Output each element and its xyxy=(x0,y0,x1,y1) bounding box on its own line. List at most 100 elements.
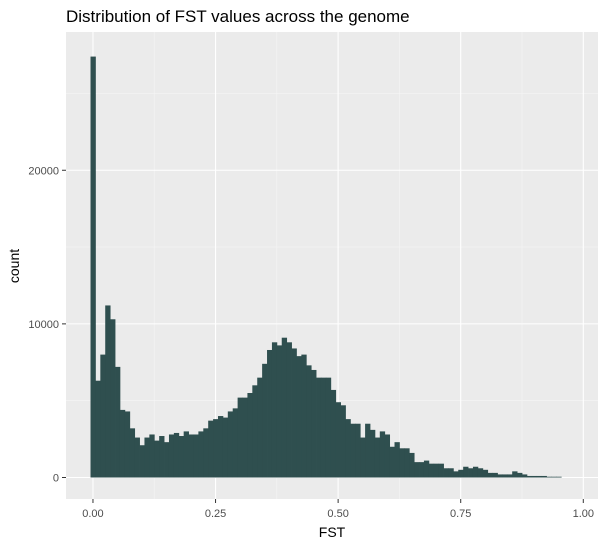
histogram-bar xyxy=(271,342,278,478)
histogram-bar xyxy=(188,434,194,478)
histogram-bar xyxy=(306,365,312,478)
y-tick-label: 10000 xyxy=(28,319,59,331)
histogram-bar xyxy=(95,380,101,478)
histogram-bar xyxy=(100,354,106,478)
histogram-bar xyxy=(428,463,435,478)
histogram-bar xyxy=(355,423,361,478)
histogram-bar xyxy=(423,460,430,478)
histogram-bar xyxy=(438,463,444,478)
histogram-bar xyxy=(433,463,440,478)
histogram-bar xyxy=(404,448,410,478)
histogram-bar xyxy=(301,354,307,478)
histogram-bar xyxy=(443,468,449,478)
histogram-bar xyxy=(257,377,263,478)
y-tick-label: 0 xyxy=(53,472,59,484)
histogram-bar xyxy=(507,474,513,478)
histogram-bar xyxy=(316,377,322,478)
histogram-bar xyxy=(414,462,420,478)
histogram-bar xyxy=(252,385,258,478)
histogram-bar xyxy=(115,366,121,478)
chart-title: Distribution of FST values across the ge… xyxy=(66,7,410,26)
histogram-bar xyxy=(267,349,273,478)
histogram-bar xyxy=(90,56,96,478)
histogram-bar xyxy=(458,469,464,478)
histogram-bar xyxy=(134,437,140,478)
y-axis-label: count xyxy=(6,249,22,283)
histogram-bar xyxy=(232,408,239,478)
x-tick-label: 0.50 xyxy=(327,508,348,520)
histogram-bar xyxy=(502,474,508,478)
histogram-bar xyxy=(389,446,395,478)
histogram-bar xyxy=(556,476,562,478)
histogram-bar xyxy=(399,448,405,478)
histogram-bar xyxy=(311,369,317,478)
histogram-bar xyxy=(154,440,160,478)
histogram-bar xyxy=(384,434,391,478)
histogram-bar xyxy=(419,462,425,478)
histogram-bar xyxy=(448,468,454,478)
histogram-bar xyxy=(222,417,229,478)
histogram-bar xyxy=(325,377,332,478)
histogram-bar xyxy=(213,419,219,478)
histogram-bar xyxy=(139,445,145,478)
histogram-bar xyxy=(468,468,474,478)
x-tick-label: 0.75 xyxy=(450,508,471,520)
histogram-bar xyxy=(218,416,224,478)
histogram-bar xyxy=(276,345,283,478)
histogram-bar xyxy=(487,472,493,478)
histogram-bar xyxy=(345,419,351,478)
y-axis: 0 10000 20000 xyxy=(28,165,66,484)
histogram-bar xyxy=(296,356,302,478)
x-tick-label: 0.25 xyxy=(205,508,226,520)
histogram-bar xyxy=(370,429,376,478)
histogram-bar xyxy=(536,475,543,478)
histogram-bar xyxy=(281,337,288,478)
histogram-bar xyxy=(286,342,292,478)
x-axis: 0.00 0.25 0.50 0.75 1.00 xyxy=(82,499,594,520)
histogram-bar xyxy=(105,305,111,478)
histogram-bar xyxy=(379,431,386,478)
y-tick-label: 20000 xyxy=(28,165,59,177)
histogram-bar xyxy=(482,469,489,478)
histogram-bar xyxy=(463,466,469,478)
histogram-bar xyxy=(350,423,356,478)
histogram-bar xyxy=(173,432,180,478)
histogram-bar xyxy=(291,348,297,478)
histogram-bar xyxy=(512,471,518,478)
histogram-bar xyxy=(526,475,533,478)
histogram-bar xyxy=(497,474,503,478)
histogram-bar xyxy=(159,436,165,478)
histogram-bar xyxy=(472,466,479,478)
histogram-bar xyxy=(110,319,116,478)
histogram-bar xyxy=(360,437,366,478)
histogram-bar xyxy=(164,442,170,478)
histogram-bar xyxy=(335,402,341,478)
histogram-bar xyxy=(193,434,199,478)
histogram-bar xyxy=(247,393,253,478)
histogram-bar xyxy=(374,437,381,478)
histogram-bar xyxy=(409,452,415,478)
x-tick-label: 1.00 xyxy=(573,508,594,520)
histogram-bar xyxy=(541,475,547,478)
histogram-bar xyxy=(546,476,552,478)
histogram-bar xyxy=(517,472,523,478)
histogram-bar xyxy=(242,397,248,478)
histogram-bar xyxy=(227,411,234,478)
histogram-bar xyxy=(149,434,155,478)
x-tick-label: 0.00 xyxy=(82,508,103,520)
x-axis-label: FST xyxy=(319,524,346,540)
histogram-bars xyxy=(90,56,562,478)
histogram-bar xyxy=(203,428,209,478)
histogram-bar xyxy=(129,428,136,478)
histogram-bar xyxy=(340,405,346,478)
histogram-bar xyxy=(144,437,150,478)
histogram-bar xyxy=(522,474,528,478)
histogram-bar xyxy=(168,434,175,478)
histogram-bar xyxy=(178,436,185,478)
histogram-bar xyxy=(492,472,498,478)
histogram-bar xyxy=(237,397,243,478)
histogram-bar xyxy=(208,420,214,478)
histogram-bar xyxy=(262,363,268,478)
histogram-bar xyxy=(477,468,484,478)
